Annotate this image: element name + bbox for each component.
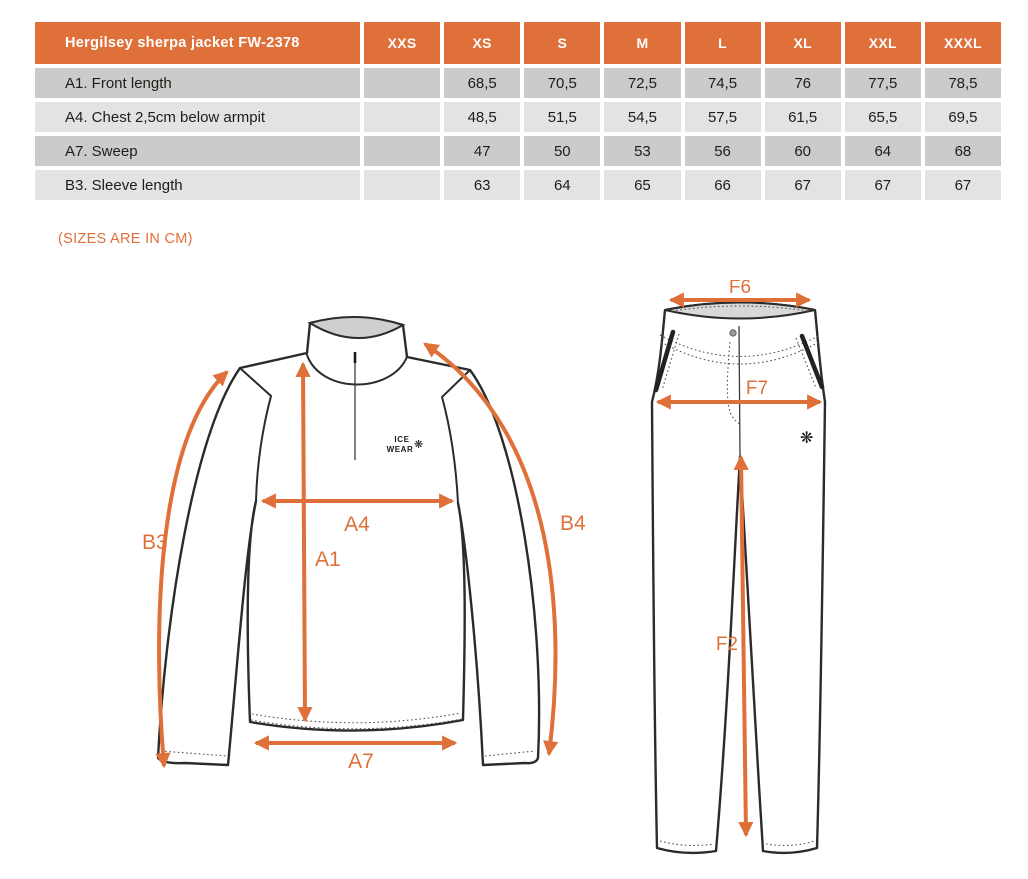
product-title: Hergilsey sherpa jacket FW-2378: [35, 22, 360, 64]
table-cell: [364, 170, 441, 200]
fly-stitching: [726, 341, 741, 425]
pants-measurement-diagram: ❋ F6 F7 F2: [650, 280, 827, 855]
table-cell: 68: [924, 136, 1001, 166]
label-b3: B3: [142, 531, 168, 554]
table-cell: 53: [604, 136, 681, 166]
pocket-stitching-right: [795, 337, 817, 389]
table-cell: 67: [924, 170, 1001, 200]
column-header-xs: XS: [444, 22, 521, 64]
row-label: A4. Chest 2,5cm below armpit: [35, 102, 360, 132]
table-row: A4. Chest 2,5cm below armpit 48,5 51,5 5…: [35, 102, 1001, 132]
column-header-xxs: XXS: [364, 22, 441, 64]
arrow-a1: [295, 361, 313, 723]
table-cell: 64: [844, 136, 921, 166]
label-a1: A1: [315, 548, 341, 571]
label-f6: F6: [729, 280, 751, 298]
pocket-slash-left: [653, 329, 676, 393]
row-label: A1. Front length: [35, 68, 360, 98]
icewear-logo-line1: ICE: [394, 435, 409, 444]
size-table: Hergilsey sherpa jacket FW-2378 XXS XS S…: [31, 18, 1005, 204]
table-row: A1. Front length 68,5 70,5 72,5 74,5 76 …: [35, 68, 1001, 98]
table-cell: 65: [604, 170, 681, 200]
table-cell: [364, 102, 441, 132]
table-cell: 76: [764, 68, 841, 98]
table-cell: 64: [524, 170, 601, 200]
table-row: A7. Sweep 47 50 53 56 60 64 68: [35, 136, 1001, 166]
table-cell: [364, 68, 441, 98]
table-cell: 54,5: [604, 102, 681, 132]
label-b4: B4: [560, 512, 586, 535]
table-cell: 74,5: [684, 68, 761, 98]
table-cell: 57,5: [684, 102, 761, 132]
arrow-b4: [423, 342, 559, 757]
column-header-s: S: [524, 22, 601, 64]
table-cell: 67: [764, 170, 841, 200]
table-cell: 48,5: [444, 102, 521, 132]
table-cell: 65,5: [844, 102, 921, 132]
table-row: B3. Sleeve length 63 64 65 66 67 67 67: [35, 170, 1001, 200]
label-f7: F7: [746, 378, 768, 399]
pocket-stitching-left: [661, 333, 680, 391]
column-header-m: M: [604, 22, 681, 64]
table-cell: 61,5: [764, 102, 841, 132]
jacket-measurement-diagram: ICE WEAR ❋ B3 B4 A4 A1 A7: [142, 316, 586, 773]
table-header-row: Hergilsey sherpa jacket FW-2378 XXS XS S…: [35, 22, 1001, 64]
table-cell: 77,5: [844, 68, 921, 98]
sizes-in-cm-note: (SIZES ARE IN CM): [58, 231, 193, 247]
row-label: B3. Sleeve length: [35, 170, 360, 200]
table-cell: 70,5: [524, 68, 601, 98]
label-f2: F2: [716, 634, 738, 655]
table-cell: 63: [444, 170, 521, 200]
label-a7: A7: [348, 750, 374, 773]
table-cell: 60: [764, 136, 841, 166]
column-header-xl: XL: [764, 22, 841, 64]
icewear-logo-line2: WEAR: [387, 445, 414, 454]
leg-hem-stitching-right: [765, 840, 815, 847]
table-cell: 50: [524, 136, 601, 166]
raglan-seam-left: [240, 368, 273, 502]
arrow-b3: [155, 370, 229, 769]
table-cell: 72,5: [604, 68, 681, 98]
collar-opening-fill: [307, 316, 406, 339]
column-header-l: L: [684, 22, 761, 64]
table-cell: 78,5: [924, 68, 1001, 98]
waist-button: [729, 329, 737, 337]
column-header-xxxl: XXXL: [924, 22, 1001, 64]
pocket-slash-right: [799, 333, 825, 390]
label-a4: A4: [344, 513, 370, 536]
table-cell: 68,5: [444, 68, 521, 98]
table-cell: 66: [684, 170, 761, 200]
column-header-xxl: XXL: [844, 22, 921, 64]
arrow-f2: [733, 454, 754, 838]
snowflake-icon: ❋: [800, 428, 813, 447]
row-label: A7. Sweep: [35, 136, 360, 166]
table-cell: 51,5: [524, 102, 601, 132]
table-cell: 69,5: [924, 102, 1001, 132]
table-cell: 56: [684, 136, 761, 166]
waistband-seam-stitching: [659, 334, 821, 358]
leg-hem-stitching-left: [659, 840, 715, 847]
snowflake-icon: ❋: [414, 438, 423, 451]
table-cell: 67: [844, 170, 921, 200]
hem-stitching: [251, 712, 462, 724]
center-front-seam: [738, 325, 741, 457]
pants-outline: [650, 301, 827, 855]
table-cell: 47: [444, 136, 521, 166]
collar-neckline-seam: [306, 354, 408, 386]
table-cell: [364, 136, 441, 166]
